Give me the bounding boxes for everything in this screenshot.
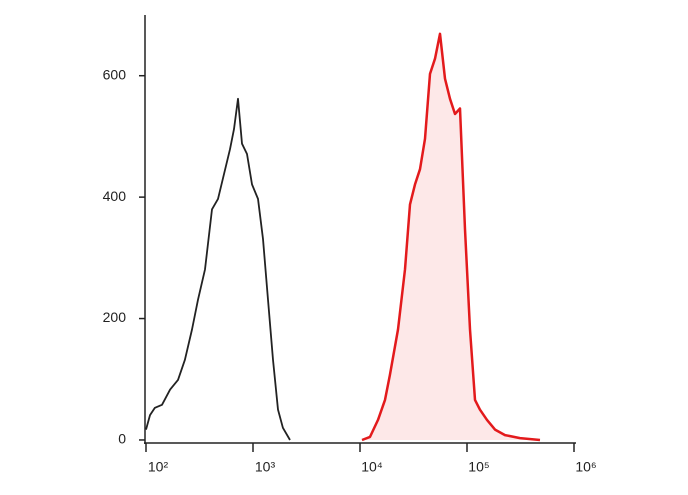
- area: [362, 33, 540, 441]
- x-tick-label: 10²: [148, 459, 169, 475]
- x-tick-label: 10⁴: [361, 459, 383, 475]
- y-tick-label: 600: [103, 66, 127, 82]
- y-tick-label: 200: [103, 309, 127, 325]
- y-tick-label: 400: [103, 188, 127, 204]
- x-tick-label: 10⁵: [468, 459, 489, 475]
- x-tick-label: 10³: [255, 459, 276, 475]
- histogram-line: [145, 97, 291, 441]
- x-tick-label: 10⁶: [575, 459, 596, 475]
- histogram-line: [361, 32, 541, 442]
- y-tick-label: 0: [118, 431, 126, 447]
